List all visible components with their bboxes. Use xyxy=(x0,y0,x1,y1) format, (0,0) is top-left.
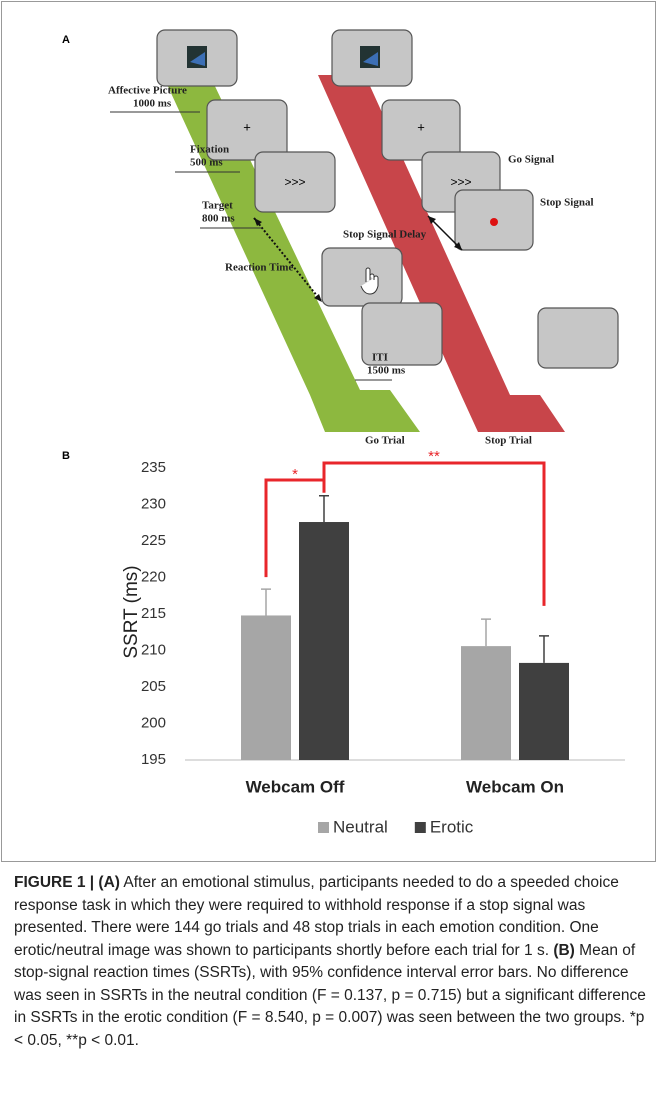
page: A + >>> + >>> Affective Picture 1000 m xyxy=(0,0,657,1099)
diagram-label: Target xyxy=(202,200,233,212)
x-tick-label: Webcam Off xyxy=(246,777,345,796)
y-tick-label: 220 xyxy=(141,568,166,585)
diagram-label: Go Signal xyxy=(508,154,554,166)
diagram-label: Stop Signal xyxy=(540,197,594,209)
significance-label: ** xyxy=(428,448,440,465)
bar xyxy=(299,522,349,760)
diagram-label: ITI xyxy=(372,352,388,364)
error-bar xyxy=(539,636,549,663)
diagram-label: Reaction Time xyxy=(225,262,293,274)
significance-bracket xyxy=(324,463,544,606)
y-tick-label: 205 xyxy=(141,678,166,695)
legend-swatch xyxy=(318,822,329,833)
legend-label: Erotic xyxy=(430,817,474,836)
stop-dot xyxy=(490,218,498,226)
stop-trial-label: Stop Trial xyxy=(485,435,532,447)
significance-label: * xyxy=(292,466,298,483)
iti-box xyxy=(538,308,618,368)
y-tick-label: 195 xyxy=(141,751,166,768)
diagram-label: Fixation xyxy=(190,144,229,156)
bar xyxy=(461,646,511,760)
y-axis-label: SSRT (ms) xyxy=(121,565,142,658)
plot: 195 200 205 210 215 220 225 230 235 Webcam Off Web… xyxy=(141,448,625,837)
error-bar xyxy=(481,619,491,646)
legend-swatch xyxy=(415,822,426,833)
diagram-label: Stop Signal Delay xyxy=(343,229,427,241)
y-tick-label: 235 xyxy=(141,459,166,476)
diagram-label: 1000 ms xyxy=(133,98,172,110)
fixation-symbol: + xyxy=(417,119,425,134)
panel-label: A xyxy=(62,34,70,46)
figure: A + >>> + >>> Affective Picture 1000 m xyxy=(0,0,657,870)
caption-label: FIGURE 1 | (A) xyxy=(14,874,120,891)
legend-label: Neutral xyxy=(333,817,388,836)
x-tick-label: Webcam On xyxy=(466,777,564,796)
target-symbol: >>> xyxy=(450,175,471,189)
error-bar xyxy=(261,589,271,615)
fixation-symbol: + xyxy=(243,119,251,134)
diagram-label: 800 ms xyxy=(202,213,235,225)
y-tick-label: 230 xyxy=(141,495,166,512)
response-box xyxy=(322,248,402,306)
diagram-label: 500 ms xyxy=(190,157,223,169)
caption: FIGURE 1 | (A) After an emotional stimul… xyxy=(14,872,646,1052)
y-tick-label: 200 xyxy=(141,714,166,731)
y-tick-label: 225 xyxy=(141,532,166,549)
target-symbol: >>> xyxy=(284,175,305,189)
bar xyxy=(241,615,291,760)
panel-label: B xyxy=(62,450,70,462)
diagram-label: 1500 ms xyxy=(367,365,406,377)
bar xyxy=(519,663,569,760)
y-tick-label: 215 xyxy=(141,605,166,622)
diagram-label: Affective Picture xyxy=(108,85,187,97)
caption-label: (B) xyxy=(553,942,575,959)
y-tick-label: 210 xyxy=(141,641,166,658)
error-bar xyxy=(319,496,329,522)
go-trial-label: Go Trial xyxy=(365,435,405,447)
